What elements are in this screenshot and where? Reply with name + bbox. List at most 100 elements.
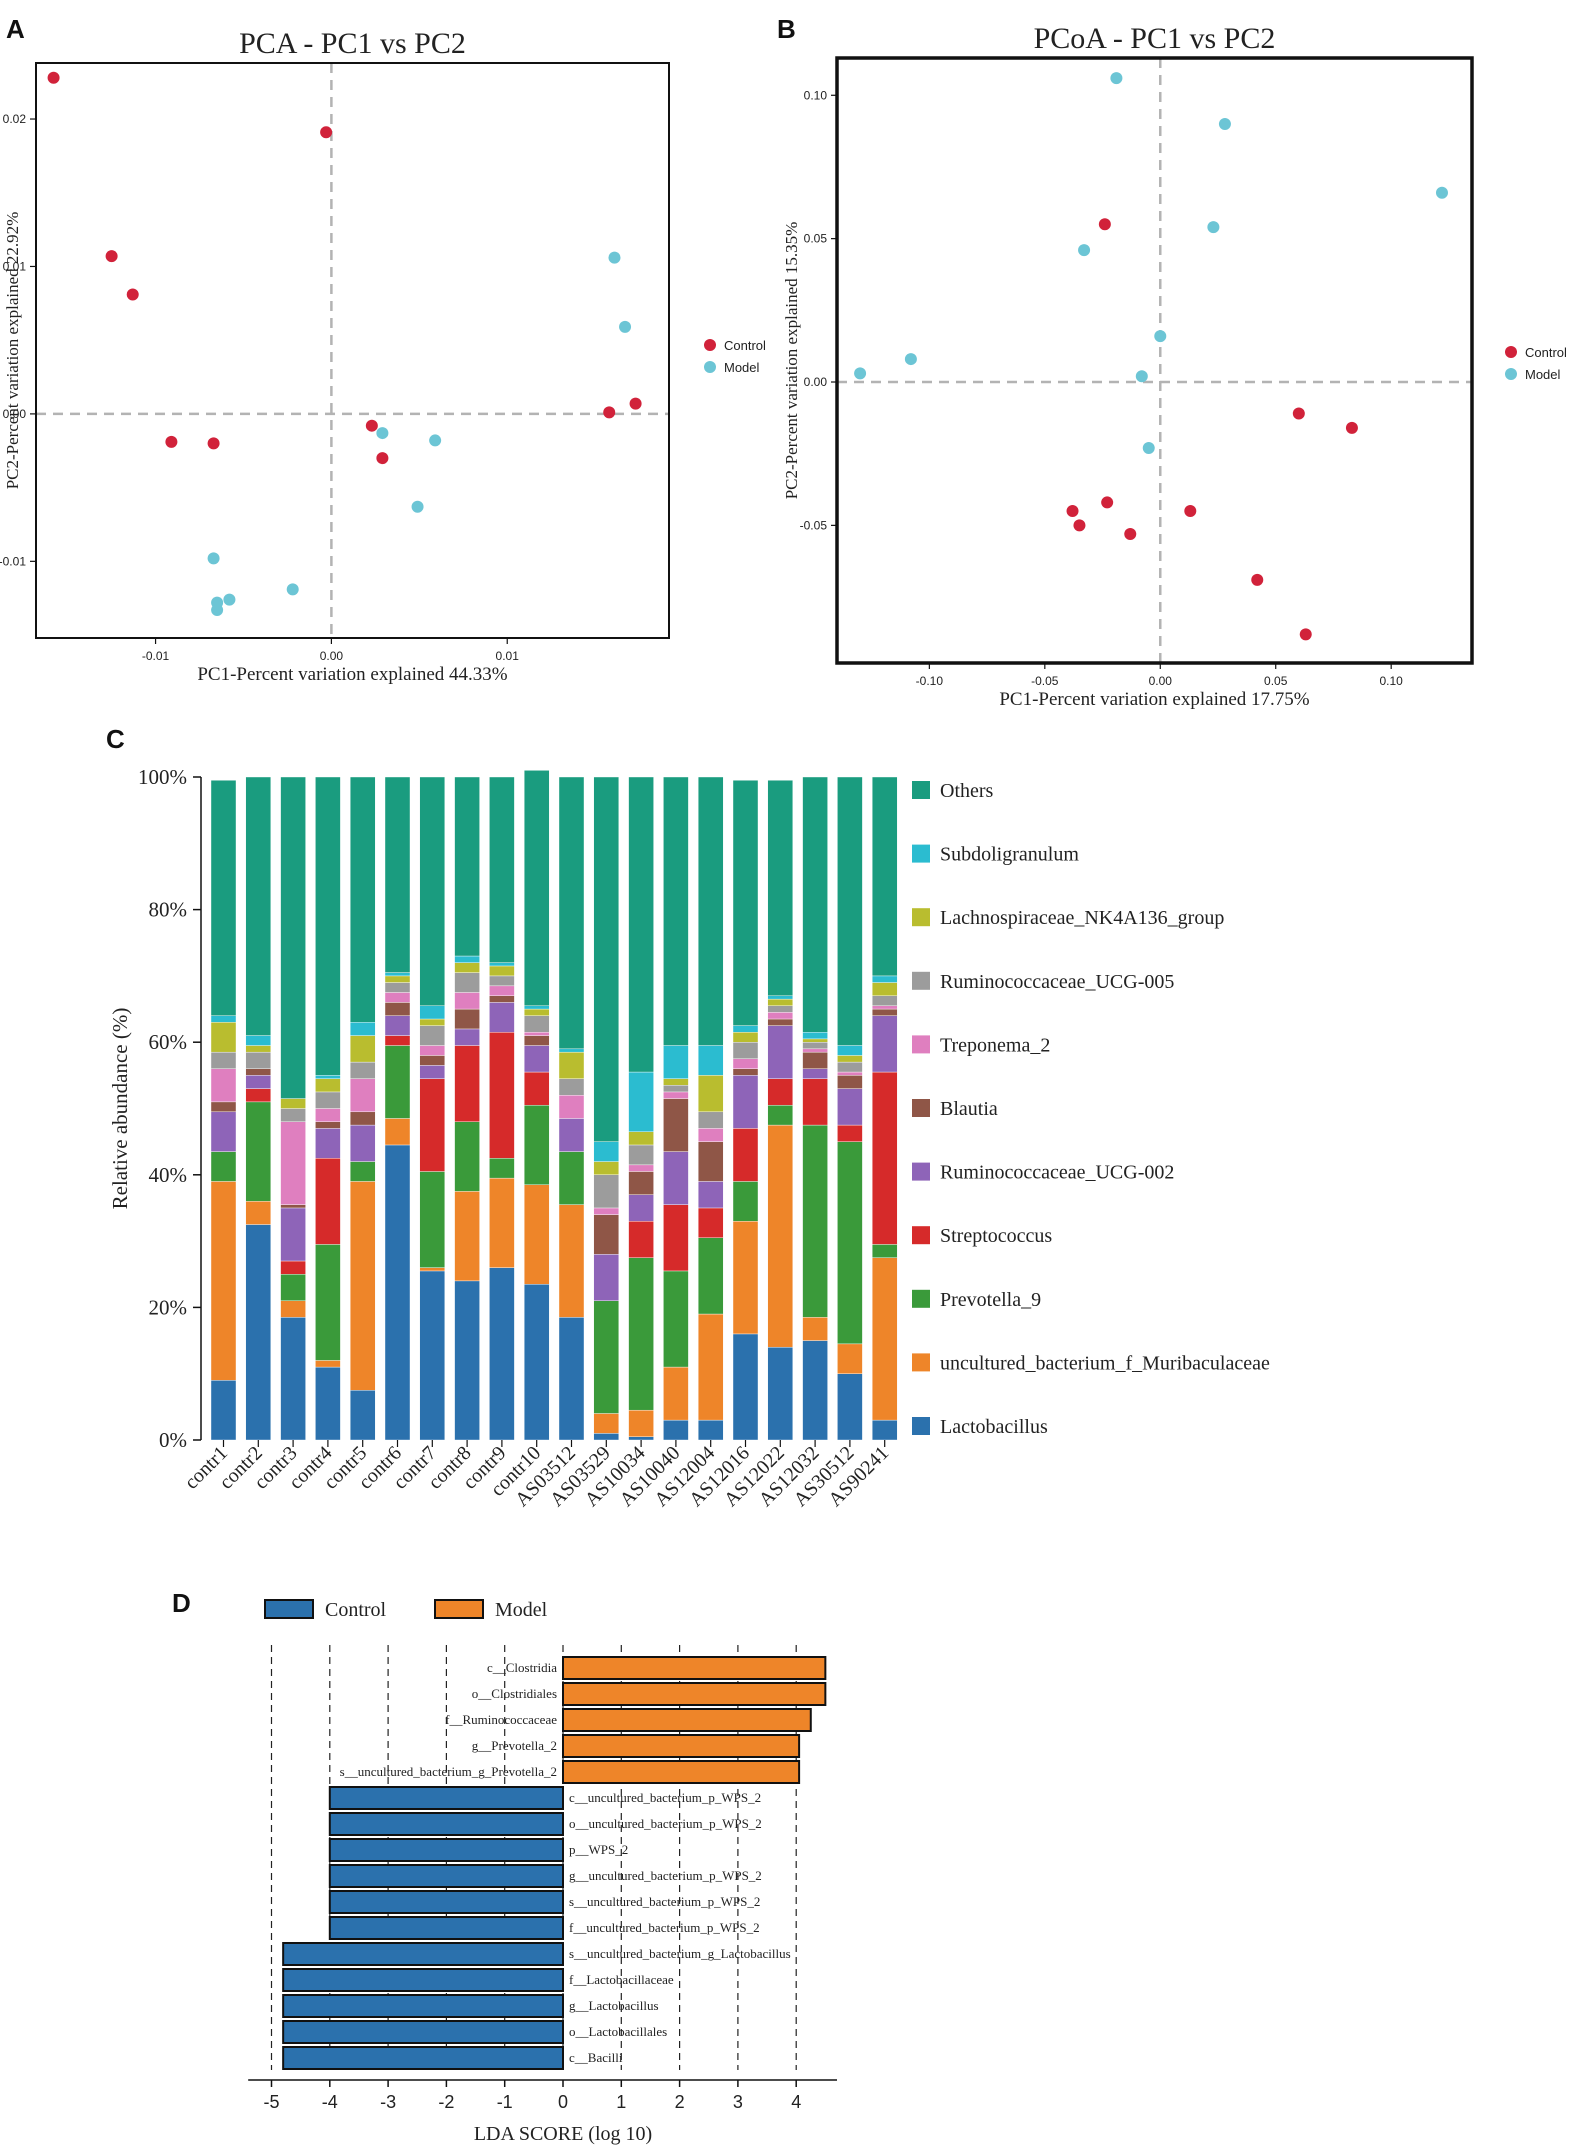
bar-segment bbox=[489, 1267, 515, 1441]
control-point bbox=[603, 406, 616, 419]
bar-segment bbox=[384, 1015, 411, 1036]
bar-segment bbox=[245, 1201, 272, 1225]
control-point bbox=[1073, 519, 1086, 532]
bar-segment bbox=[837, 1373, 863, 1441]
legend-label: Streptococcus bbox=[940, 1225, 1052, 1247]
bar-segment bbox=[419, 1025, 445, 1046]
bar-segment bbox=[350, 1390, 376, 1441]
y-tick-label: -0.05 bbox=[800, 518, 828, 532]
taxon-label: s__uncultured_bacterium_g_Prevotella_2 bbox=[340, 1764, 557, 1779]
bar-segment bbox=[872, 1008, 898, 1016]
bar-segment bbox=[315, 1244, 341, 1361]
bar-segment bbox=[245, 1035, 272, 1046]
x-tick-label: -0.10 bbox=[916, 674, 944, 688]
bar-segment bbox=[698, 1181, 724, 1209]
x-tick-label: 0.00 bbox=[320, 649, 344, 663]
bar-segment bbox=[767, 1078, 793, 1106]
bar-segment bbox=[732, 1075, 759, 1129]
bar-segment bbox=[350, 776, 376, 1023]
bar-segment bbox=[454, 776, 480, 957]
bar-segment bbox=[837, 1075, 863, 1089]
bar-segment bbox=[837, 1141, 863, 1345]
bar-segment bbox=[732, 1058, 759, 1069]
bar-segment bbox=[558, 1317, 585, 1441]
x-tick-label: 0.10 bbox=[1380, 674, 1404, 688]
y-tick-label: 0.05 bbox=[804, 232, 828, 246]
bar-segment bbox=[384, 982, 411, 993]
bar-segment bbox=[558, 1118, 585, 1152]
x-tick-label: 0 bbox=[558, 2092, 568, 2112]
bar-segment bbox=[732, 1333, 759, 1441]
bar-segment bbox=[872, 1257, 898, 1421]
bar-segment bbox=[732, 1128, 759, 1182]
bar-segment bbox=[245, 1075, 272, 1089]
model-point bbox=[1154, 330, 1167, 343]
bar-segment bbox=[210, 1101, 237, 1113]
bar-segment bbox=[767, 1005, 793, 1013]
bar-segment bbox=[245, 1088, 272, 1103]
bar-segment bbox=[280, 1260, 306, 1275]
bar-segment bbox=[593, 1141, 619, 1162]
legend-swatch bbox=[912, 971, 930, 990]
bar-segment bbox=[315, 1078, 341, 1093]
bar-segment bbox=[593, 1214, 619, 1255]
taxon-label: o__Clostridiales bbox=[472, 1686, 557, 1701]
x-tick-label: -0.05 bbox=[1031, 674, 1059, 688]
bar-segment bbox=[558, 1048, 585, 1053]
bar-segment bbox=[489, 985, 515, 996]
bar-segment bbox=[593, 1174, 619, 1209]
bar-segment bbox=[558, 1051, 585, 1079]
legend-swatch bbox=[912, 1353, 930, 1372]
bar-segment bbox=[767, 1124, 793, 1348]
bar-segment bbox=[663, 1419, 689, 1441]
bar-segment bbox=[315, 1128, 341, 1159]
legend-marker-model bbox=[704, 361, 716, 373]
control-point bbox=[1066, 505, 1079, 518]
model-point bbox=[429, 434, 442, 447]
bar-segment bbox=[454, 1045, 480, 1122]
bar-segment bbox=[663, 1091, 689, 1099]
lda-bar bbox=[562, 1656, 827, 1680]
bar-segment bbox=[698, 1141, 724, 1182]
bar-segment bbox=[628, 1131, 654, 1146]
legend-swatch-model bbox=[434, 1599, 484, 1619]
bar-segment bbox=[628, 776, 654, 1073]
bar-segment bbox=[384, 1045, 411, 1119]
bar-segment bbox=[593, 1413, 619, 1434]
bar-segment bbox=[524, 1071, 550, 1106]
bar-segment bbox=[280, 1098, 306, 1109]
model-point bbox=[619, 320, 632, 333]
bar-segment bbox=[524, 1283, 550, 1441]
x-tick-label: -0.01 bbox=[142, 649, 170, 663]
control-point bbox=[207, 437, 220, 450]
x-tick-label: -1 bbox=[497, 2092, 513, 2112]
lda-bar bbox=[282, 1994, 564, 2018]
x-tick-label: 0.01 bbox=[496, 649, 520, 663]
y-tick-label: 0.00 bbox=[3, 407, 27, 421]
bar-segment bbox=[210, 1068, 237, 1103]
bar-segment bbox=[628, 1164, 654, 1172]
bar-segment bbox=[802, 1051, 828, 1069]
lda-bar bbox=[328, 1838, 564, 1862]
bar-segment bbox=[663, 1085, 689, 1093]
bar-segment bbox=[663, 1270, 689, 1368]
control-point bbox=[376, 452, 389, 465]
bar-segment bbox=[454, 1280, 480, 1441]
x-tick-label: 3 bbox=[733, 2092, 743, 2112]
x-tick-label: 2 bbox=[675, 2092, 685, 2112]
bar-segment bbox=[350, 1022, 376, 1036]
bar-segment bbox=[593, 1207, 619, 1215]
bar-segment bbox=[767, 1346, 793, 1441]
bar-segment bbox=[872, 1244, 898, 1258]
bar-segment bbox=[837, 1343, 863, 1374]
bar-segment bbox=[524, 1008, 550, 1016]
legend-label: Prevotella_9 bbox=[940, 1289, 1041, 1311]
bar-segment bbox=[698, 1313, 724, 1421]
legend-swatch bbox=[912, 1099, 930, 1117]
chart-title: PCA - PC1 vs PC2 bbox=[239, 27, 466, 60]
taxon-label: f__Lactobacillaceae bbox=[569, 1972, 674, 1987]
bar-segment bbox=[558, 1078, 585, 1096]
bar-segment bbox=[454, 1191, 480, 1282]
lda-bar bbox=[562, 1734, 801, 1758]
bar-segment bbox=[872, 1071, 898, 1245]
